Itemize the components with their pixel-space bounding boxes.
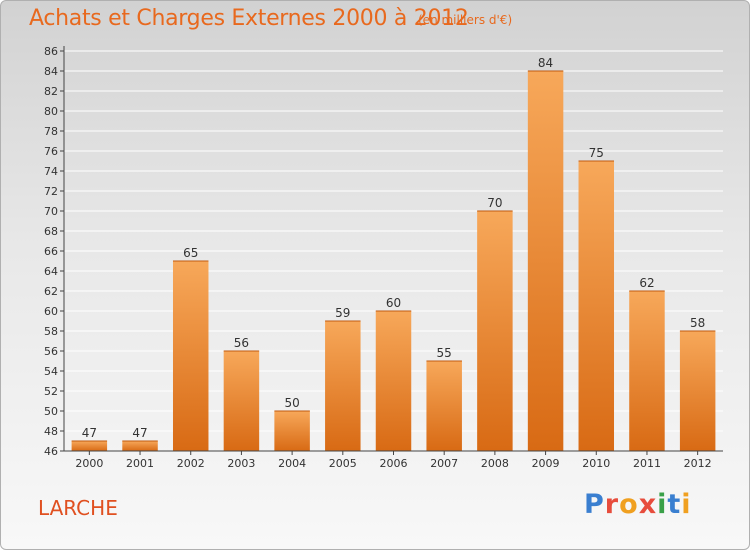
data-label: 55 (437, 346, 452, 360)
data-label: 58 (690, 316, 705, 330)
bar-2009 (527, 71, 564, 451)
data-labels: 47 47 65 56 50 59 60 55 70 84 75 62 58 (82, 56, 706, 440)
y-tick-label: 70 (44, 205, 58, 218)
data-label: 47 (132, 426, 147, 440)
bars (71, 70, 716, 451)
chart-title: Achats et Charges Externes 2000 à 2012 (29, 6, 469, 31)
commune-name: LARCHE (38, 496, 118, 520)
x-tick-label: 2003 (227, 457, 255, 470)
logo-letter: i (681, 489, 692, 520)
data-label: 70 (487, 196, 502, 210)
x-tick-label: 2001 (126, 457, 154, 470)
y-tick-label: 74 (44, 165, 58, 178)
bar-2008 (477, 211, 513, 451)
bar-2005 (325, 321, 361, 451)
y-tick-label: 66 (44, 245, 58, 258)
y-tick-label: 62 (44, 285, 58, 298)
y-tick-label: 54 (44, 365, 58, 378)
data-label: 62 (639, 276, 654, 290)
x-tick-label: 2008 (481, 457, 509, 470)
y-tick-label: 56 (44, 345, 58, 358)
y-tick-label: 86 (44, 45, 58, 58)
y-tick-label: 60 (44, 305, 58, 318)
y-tick-label: 48 (44, 425, 58, 438)
y-tick-label: 68 (44, 225, 58, 238)
bar-2012 (679, 331, 716, 451)
x-tick-label: 2010 (582, 457, 610, 470)
x-tick-label: 2012 (684, 457, 712, 470)
bar-2006 (375, 311, 412, 451)
bar-2007 (426, 361, 462, 451)
y-tick-label: 64 (44, 265, 58, 278)
data-label: 59 (335, 306, 350, 320)
y-tick-label: 76 (44, 145, 58, 158)
x-tick-label: 2000 (75, 457, 103, 470)
logo-letter: P (584, 489, 605, 520)
y-tick-label: 82 (44, 85, 58, 98)
bar-2001 (122, 441, 158, 451)
x-tick-label: 2005 (329, 457, 357, 470)
axes: 46 48 50 52 54 56 58 60 62 64 66 68 70 72 74 76 78 80 82 84… (44, 45, 723, 470)
logo-letter: i (657, 489, 668, 520)
data-label: 50 (284, 396, 299, 410)
data-label: 75 (589, 146, 604, 160)
bar-2000 (71, 441, 108, 451)
x-tick-label: 2007 (430, 457, 458, 470)
y-tick-label: 84 (44, 65, 58, 78)
bar-2004 (274, 411, 310, 451)
y-tick-label: 50 (44, 405, 58, 418)
bar-2010 (578, 161, 615, 451)
proxiti-logo[interactable]: Proxiti (584, 489, 692, 520)
data-label: 47 (82, 426, 97, 440)
bar-2003 (223, 351, 260, 451)
data-label: 56 (234, 336, 249, 350)
chart-subtitle: (en milliers d'€) (418, 13, 513, 27)
logo-letter: t (667, 489, 682, 520)
logo-letter: r (604, 489, 620, 520)
y-tick-label: 58 (44, 325, 58, 338)
x-tick-label: 2004 (278, 457, 306, 470)
x-tick-label: 2009 (532, 457, 560, 470)
x-tick-label: 2002 (177, 457, 205, 470)
x-tick-label: 2011 (633, 457, 661, 470)
x-tick-label: 2006 (380, 457, 408, 470)
y-tick-label: 78 (44, 125, 58, 138)
y-tick-label: 72 (44, 185, 58, 198)
data-label: 60 (386, 296, 401, 310)
y-tick-label: 46 (44, 445, 58, 458)
y-tick-label: 52 (44, 385, 58, 398)
bar-2011 (629, 291, 665, 451)
bar-2002 (172, 261, 209, 451)
data-label: 84 (538, 56, 553, 70)
logo-letter: x (638, 489, 658, 520)
y-tick-label: 80 (44, 105, 58, 118)
data-label: 65 (183, 246, 198, 260)
logo-letter: o (619, 489, 639, 520)
